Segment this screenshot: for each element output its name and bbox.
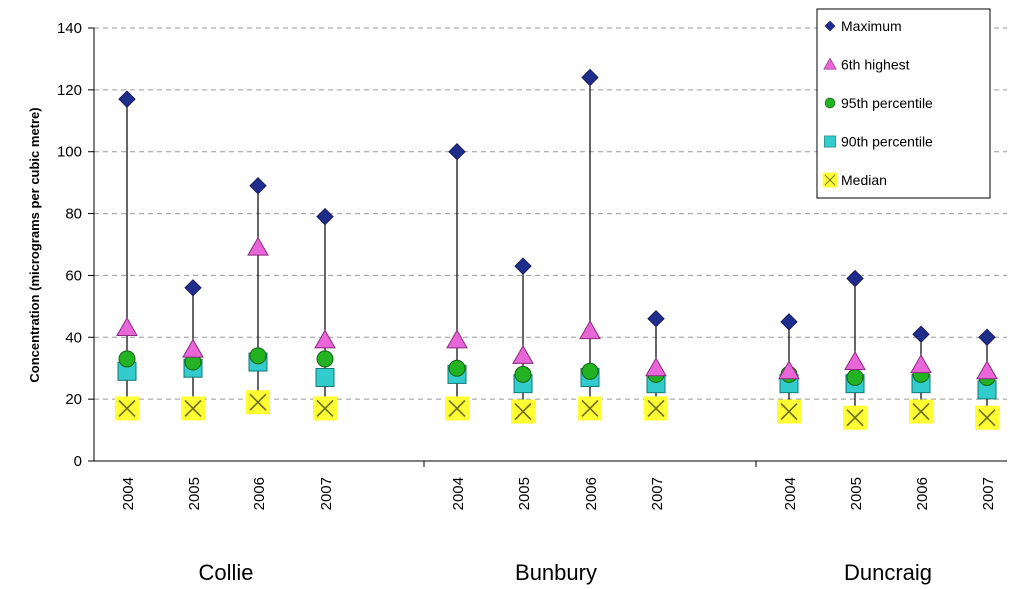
point-6th-highest [645, 357, 667, 377]
point-6th-highest [247, 236, 269, 256]
y-tick-label: 60 [65, 267, 82, 284]
point-median [445, 396, 469, 421]
point-median [181, 396, 205, 421]
legend-label: 95th percentile [841, 95, 933, 111]
point-6th-highest [579, 320, 601, 340]
x-group-label: Duncraig [844, 560, 932, 585]
point-6th-highest [976, 360, 998, 380]
y-tick-label: 120 [57, 82, 82, 99]
legend-marker [822, 172, 838, 188]
point-95th-percentile [249, 347, 267, 365]
point-6th-highest [314, 329, 336, 349]
x-tick-label: 2004 [120, 477, 137, 510]
y-tick-labels: 0 20 40 60 80 100 120 140 [57, 20, 82, 470]
point-6th-highest [182, 338, 204, 358]
point-maximum [118, 90, 136, 108]
x-tick-label: 2004 [782, 477, 799, 510]
x-tick-label: 2005 [516, 477, 533, 510]
point-maximum [316, 207, 334, 226]
legend-marker-shape [824, 97, 836, 109]
point-median [511, 399, 535, 424]
point-95th-percentile [581, 362, 599, 380]
y-tick-label: 20 [65, 391, 82, 408]
point-6th-highest [778, 360, 800, 380]
point-95th-percentile [316, 350, 334, 368]
legend-marker-shape [824, 20, 836, 32]
point-90th-percentile [315, 367, 335, 387]
point-maximum [514, 257, 532, 275]
point-maximum [184, 279, 202, 297]
x-tick-labels: 2004 2005 2006 2007 2004 2005 2006 2007 2004 2005… [120, 477, 997, 585]
point-median [313, 396, 337, 421]
point-6th-highest [116, 316, 138, 337]
legend: Maximum 6th highest 95th percentile 90th pe… [816, 8, 991, 199]
legend-marker-shape [822, 172, 838, 188]
point-6th-highest [446, 329, 468, 349]
point-median [644, 396, 668, 421]
point-6th-highest [512, 344, 534, 364]
x-tick-label: 2007 [980, 477, 997, 510]
x-group-label: Collie [198, 560, 253, 585]
point-median [115, 396, 139, 421]
axes [88, 27, 1007, 467]
legend-marker [824, 97, 836, 109]
point-maximum [846, 269, 864, 288]
legend-box [816, 8, 991, 199]
point-median [909, 399, 933, 424]
legend-label: Maximum [841, 18, 902, 34]
y-tick-label: 140 [57, 20, 82, 37]
point-6th-highest [910, 354, 932, 374]
x-tick-label: 2005 [186, 477, 203, 510]
x-tick-label: 2007 [649, 477, 666, 510]
point-95th-percentile [118, 350, 136, 368]
x-tick-label: 2004 [450, 477, 467, 510]
legend-label: 6th highest [841, 57, 910, 73]
point-maximum [448, 143, 466, 161]
x-tick-label: 2006 [583, 477, 600, 510]
legend-label: Median [841, 172, 887, 188]
y-tick-label: 100 [57, 144, 82, 161]
legend-marker [824, 20, 836, 32]
point-maximum [978, 328, 996, 346]
legend-marker [823, 57, 837, 70]
point-median [578, 396, 602, 421]
x-tick-label: 2007 [318, 477, 335, 510]
legend-marker-shape [823, 57, 837, 70]
y-tick-label: 80 [65, 206, 82, 223]
point-maximum [780, 313, 798, 331]
legend-marker-shape [824, 135, 836, 148]
y-tick-label: 0 [74, 453, 82, 470]
point-6th-highest [844, 351, 866, 371]
data-marks [115, 68, 999, 430]
point-95th-percentile [448, 359, 466, 377]
legend-marker [824, 135, 836, 148]
point-maximum [912, 325, 930, 343]
point-95th-percentile [846, 368, 864, 386]
point-maximum [249, 177, 267, 195]
point-median [246, 390, 270, 415]
y-axis-label: Concentration (micrograms per cubic metr… [27, 107, 42, 382]
x-tick-label: 2006 [914, 477, 931, 510]
point-median [843, 405, 867, 430]
point-maximum [581, 68, 599, 87]
x-tick-label: 2005 [848, 477, 865, 510]
legend-label: 90th percentile [841, 134, 933, 150]
point-median [777, 399, 801, 424]
point-median [975, 405, 999, 430]
x-tick-label: 2006 [251, 477, 268, 510]
x-group-label: Bunbury [515, 560, 597, 585]
point-maximum [647, 310, 665, 328]
y-tick-label: 40 [65, 329, 82, 346]
point-95th-percentile [514, 365, 532, 383]
